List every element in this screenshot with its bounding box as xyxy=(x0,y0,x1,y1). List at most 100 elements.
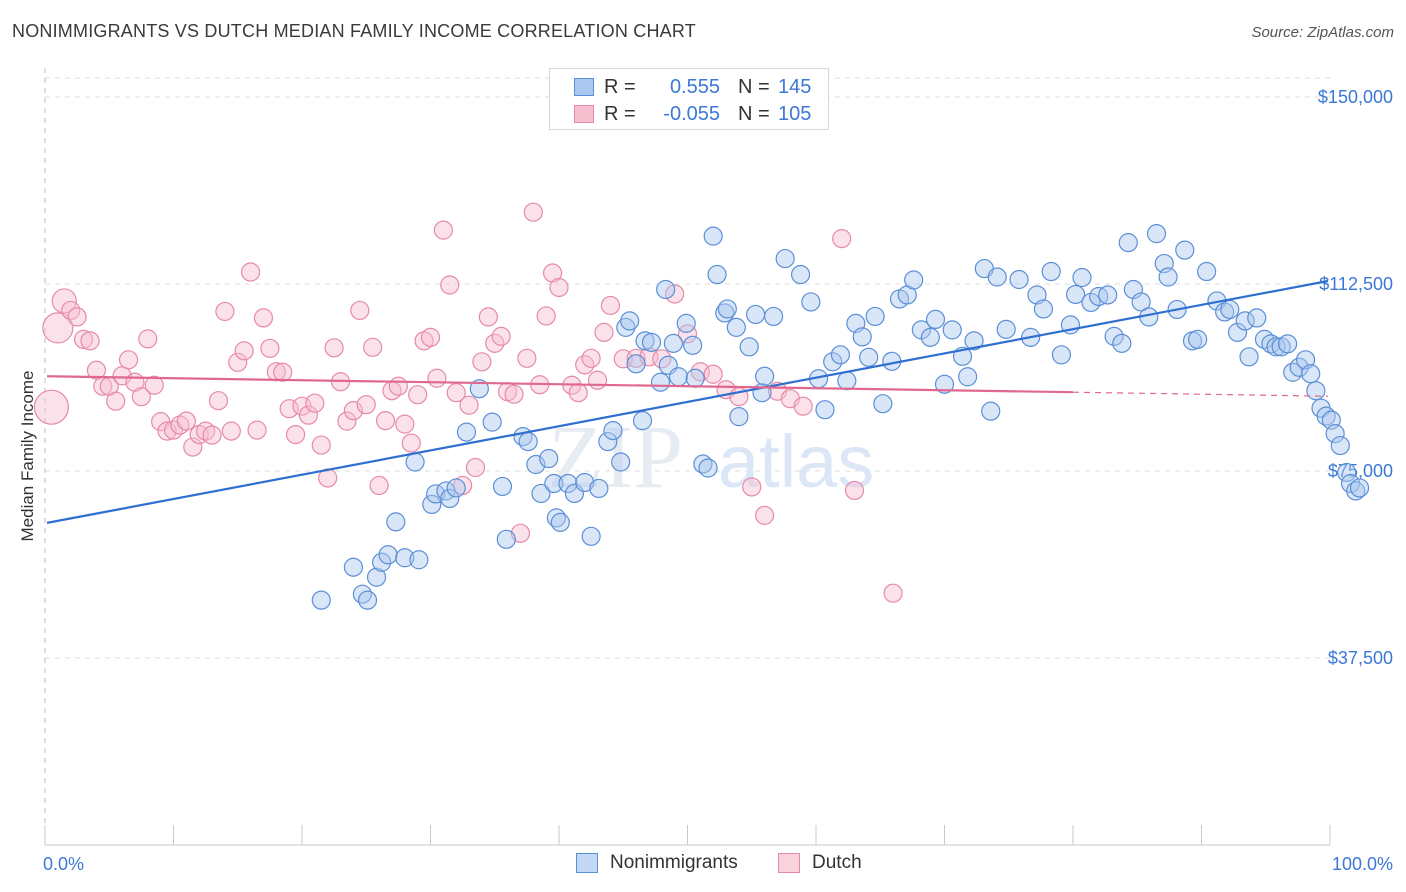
dutch-point xyxy=(228,352,248,372)
dutch-point xyxy=(832,229,852,249)
dutch-point xyxy=(568,383,588,403)
nonimmigrant-point xyxy=(352,584,372,604)
nonimmigrant-point xyxy=(1349,478,1370,498)
nonimmigrant-point xyxy=(581,526,601,546)
nonimmigrant-point xyxy=(1072,267,1092,288)
nonimmigrant-trend-line xyxy=(46,279,1329,524)
y-tick-label: $150,000 xyxy=(1318,87,1393,107)
dutch-point xyxy=(395,414,415,434)
y-tick-label: $75,000 xyxy=(1328,461,1393,481)
dutch-point xyxy=(234,341,254,361)
dutch-point xyxy=(427,368,447,388)
dutch-point xyxy=(510,523,531,543)
nonimmigrant-point xyxy=(531,483,551,504)
nonimmigrant-point xyxy=(422,494,442,515)
nonimmigrant-point xyxy=(1104,326,1124,346)
nonimmigrant-point xyxy=(676,313,696,333)
nonimmigrant-point xyxy=(663,333,683,353)
dutch-point xyxy=(420,327,441,347)
legend-n-value: 105 xyxy=(778,102,812,125)
dutch-point xyxy=(742,477,762,497)
chart-title: NONIMMIGRANTS VS DUTCH MEDIAN FAMILY INC… xyxy=(12,21,696,41)
nonimmigrant-point xyxy=(698,458,718,478)
nonimmigrant-point xyxy=(1081,292,1101,313)
legend-n-label: N = xyxy=(738,75,770,98)
nonimmigrant-point xyxy=(1158,267,1178,287)
watermark-atlas: atlas xyxy=(718,420,874,503)
nonimmigrant-point xyxy=(790,264,811,285)
nonimmigrant-point xyxy=(405,452,425,472)
dutch-point xyxy=(202,425,222,445)
nonimmigrant-point xyxy=(1306,381,1326,401)
dutch-point xyxy=(33,389,70,425)
nonimmigrant-point xyxy=(446,478,466,498)
nonimmigrant-point xyxy=(440,488,460,509)
nonimmigrant-point xyxy=(801,292,821,312)
nonimmigrant-point xyxy=(1098,285,1118,305)
nonimmigrant-point xyxy=(558,473,578,494)
dutch-point xyxy=(440,275,460,295)
dutch-point xyxy=(600,295,621,316)
dutch-point xyxy=(337,411,357,431)
dutch-point xyxy=(587,370,608,390)
dutch-point xyxy=(176,411,196,431)
nonimmigrant-point xyxy=(1277,334,1298,354)
dutch-point xyxy=(478,307,498,327)
nonimmigrant-point xyxy=(754,366,775,386)
nonimmigrant-point xyxy=(395,548,415,568)
nonimmigrant-point xyxy=(1247,308,1267,328)
series-swatch-pink xyxy=(778,853,800,873)
nonimmigrant-point xyxy=(626,354,646,374)
nonimmigrant-point xyxy=(650,372,671,392)
nonimmigrant-point xyxy=(518,431,538,452)
dutch-point xyxy=(465,457,486,478)
nonimmigrant-point xyxy=(717,299,737,319)
nonimmigrant-point xyxy=(1188,329,1208,349)
nonimmigrant-point xyxy=(830,345,851,365)
dutch-trend-extension xyxy=(1072,391,1329,397)
x-tick-label: 100.0% xyxy=(1332,854,1393,874)
dutch-point xyxy=(517,348,537,368)
dutch-point xyxy=(369,475,389,496)
dutch-point xyxy=(311,435,331,455)
nonimmigrant-point xyxy=(1065,284,1086,305)
nonimmigrant-point xyxy=(575,472,595,493)
nonimmigrant-point xyxy=(544,473,564,494)
nonimmigrant-point xyxy=(685,368,705,388)
nonimmigrant-point xyxy=(611,452,631,472)
y-axis-label: Median Family Income xyxy=(18,370,37,541)
legend-swatch-pink xyxy=(574,105,594,123)
dutch-point xyxy=(247,420,267,440)
dutch-point xyxy=(754,505,775,525)
nonimmigrant-point xyxy=(852,327,872,347)
nonimmigrant-point xyxy=(964,331,984,351)
nonimmigrant-point xyxy=(1330,435,1350,456)
dutch-point xyxy=(260,338,280,358)
dutch-points xyxy=(33,202,903,603)
nonimmigrant-point xyxy=(668,367,689,387)
series-legend-nonimmigrants: Nonimmigrants xyxy=(576,852,738,874)
dutch-point xyxy=(42,312,74,344)
nonimmigrant-point xyxy=(763,306,784,327)
nonimmigrant-point xyxy=(925,309,946,330)
dutch-point xyxy=(472,352,492,372)
nonimmigrant-point xyxy=(469,379,489,399)
nonimmigrant-point xyxy=(1131,292,1151,312)
dutch-point xyxy=(491,326,511,346)
correlation-legend: R = 0.555 N = 145 R = -0.055 N = 105 xyxy=(549,68,829,130)
dutch-point xyxy=(388,376,408,396)
nonimmigrant-point xyxy=(641,332,662,352)
nonimmigrant-point xyxy=(598,431,618,452)
dutch-point xyxy=(504,384,524,404)
nonimmigrant-point xyxy=(372,552,392,572)
dutch-point xyxy=(677,324,698,344)
dutch-point xyxy=(305,393,325,413)
nonimmigrant-point xyxy=(837,371,857,391)
legend-n-value: 145 xyxy=(778,75,812,98)
nonimmigrant-point xyxy=(1215,302,1235,322)
nonimmigrant-point xyxy=(1289,357,1309,377)
dutch-point xyxy=(241,262,261,282)
legend-row-nonimmigrants: R = 0.555 N = 145 xyxy=(574,74,811,100)
dutch-point xyxy=(665,284,685,304)
